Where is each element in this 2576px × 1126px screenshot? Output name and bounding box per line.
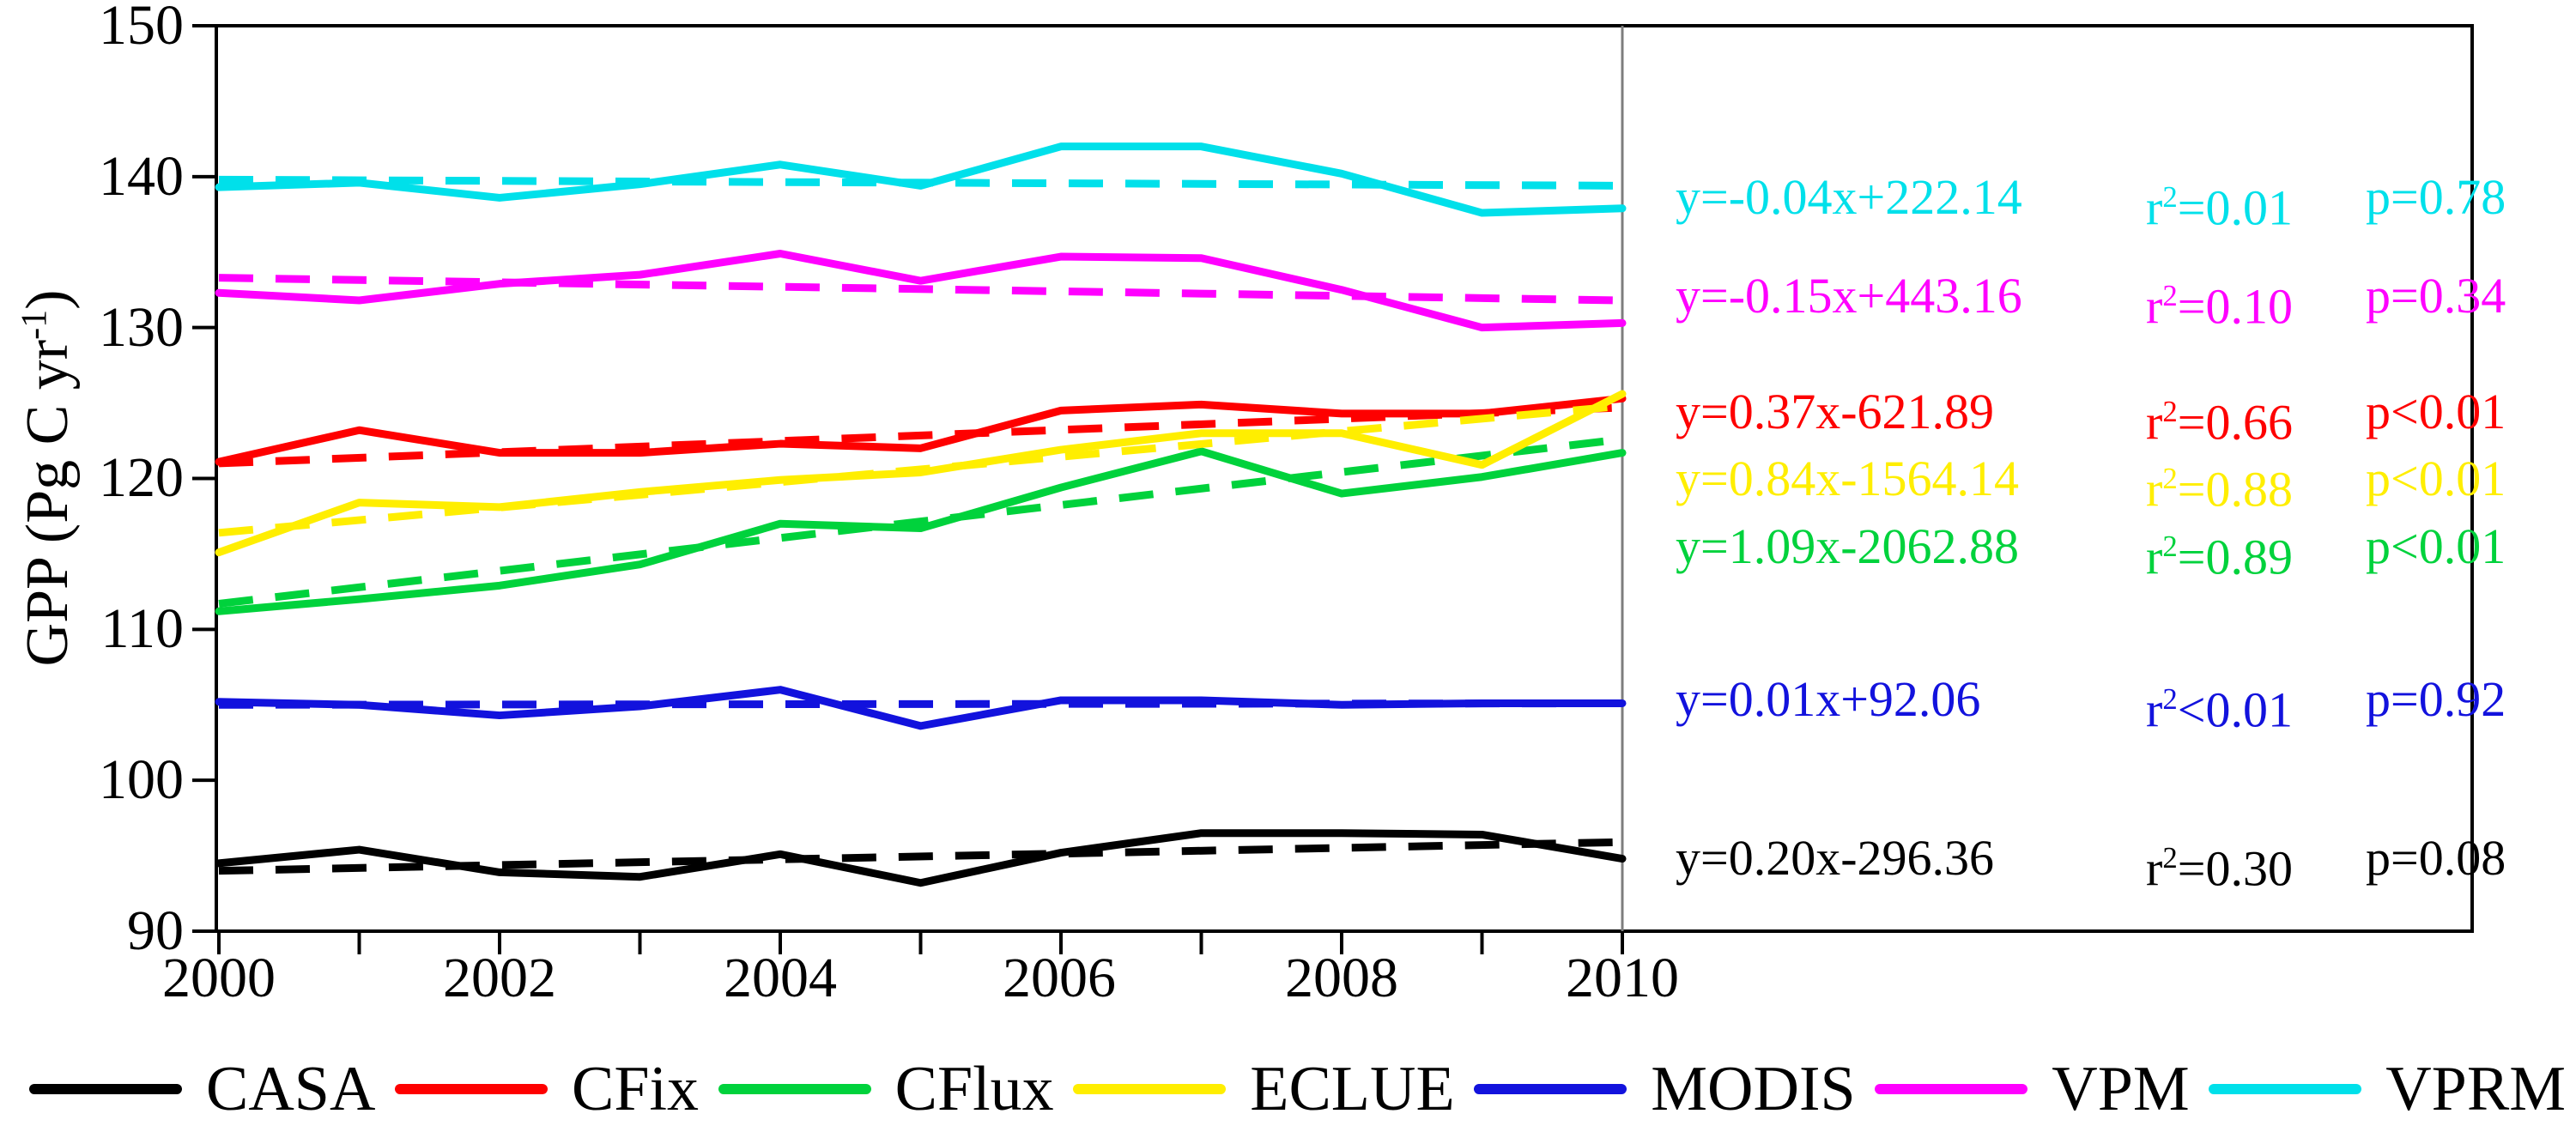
legend-swatch-vprm [2209, 1084, 2362, 1094]
y-tick-label-90: 90 [127, 899, 184, 962]
legend-item-cfix: CFix [394, 1054, 700, 1124]
legend-label-casa: CASA [206, 1054, 376, 1124]
regression-row-eclue: y=0.84x-1564.14 r2=0.88 p<0.01 [1676, 448, 2506, 520]
legend-swatch-casa [29, 1084, 182, 1094]
legend-label-modis: MODIS [1651, 1054, 1856, 1124]
legend-label-cflux: CFlux [894, 1054, 1054, 1124]
legend-swatch-modis [1474, 1084, 1627, 1094]
regression-row-cflux: y=1.09x-2062.88 r2=0.89 p<0.01 [1676, 516, 2506, 588]
legend-item-vprm: VPRM [2209, 1054, 2566, 1124]
y-tick-label-130: 130 [99, 296, 184, 359]
regression-r2: r2=0.10 [2146, 278, 2293, 335]
regression-p: p<0.01 [2366, 451, 2506, 506]
legend-swatch-cfix [394, 1084, 548, 1094]
regression-r2: r2=0.01 [2146, 179, 2293, 236]
chart-legend: CASA CFix CFlux ECLUE MODIS VPM VPRM [0, 1052, 2576, 1126]
legend-item-casa: CASA [29, 1054, 375, 1124]
regression-equation: y=0.84x-1564.14 [1676, 451, 2020, 506]
regression-equation: y=-0.04x+222.14 [1676, 169, 2022, 225]
legend-item-modis: MODIS [1474, 1054, 1856, 1124]
legend-swatch-vpm [1875, 1084, 2028, 1094]
regression-p: p=0.34 [2366, 268, 2506, 324]
regression-r2: r2=0.66 [2146, 394, 2293, 451]
legend-swatch-eclue [1073, 1084, 1227, 1094]
regression-p: p<0.01 [2366, 518, 2506, 574]
regression-p: p=0.08 [2366, 830, 2506, 886]
y-tick-label-110: 110 [100, 597, 184, 660]
y-tick-label-100: 100 [99, 748, 184, 811]
legend-item-eclue: ECLUE [1073, 1054, 1455, 1124]
y-tick-label-150: 150 [99, 0, 184, 57]
regression-r2: r2=0.89 [2146, 529, 2293, 585]
x-tick-label-2002: 2002 [443, 947, 556, 1009]
legend-label-cfix: CFix [571, 1054, 700, 1124]
regression-row-vpm: y=-0.15x+443.16 r2=0.10 p=0.34 [1676, 265, 2506, 337]
regression-row-modis: y=0.01x+92.06 r2<0.01 p=0.92 [1676, 669, 2506, 741]
regression-r2: r2=0.88 [2146, 461, 2293, 518]
regression-equation: y=-0.15x+443.16 [1676, 268, 2022, 324]
regression-p: p=0.78 [2366, 169, 2506, 225]
legend-label-vpm: VPM [2052, 1054, 2190, 1124]
regression-row-cfix: y=0.37x-621.89 r2=0.66 p<0.01 [1676, 381, 2506, 453]
legend-item-vpm: VPM [1875, 1054, 2190, 1124]
y-tick-label-120: 120 [99, 446, 184, 509]
regression-row-casa: y=0.20x-296.36 r2=0.30 p=0.08 [1676, 827, 2506, 899]
regression-row-vprm: y=-0.04x+222.14 r2=0.01 p=0.78 [1676, 166, 2506, 239]
legend-swatch-cflux [718, 1084, 871, 1094]
x-tick-label-2006: 2006 [1003, 947, 1116, 1009]
x-tick-label-2010: 2010 [1566, 947, 1679, 1009]
regression-equation: y=0.37x-621.89 [1676, 384, 1995, 439]
regression-equation: y=0.01x+92.06 [1676, 671, 1981, 727]
legend-label-vprm: VPRM [2385, 1054, 2566, 1124]
regression-p: p<0.01 [2366, 384, 2506, 439]
x-tick-label-2004: 2004 [724, 947, 837, 1009]
x-tick-label-2000: 2000 [162, 947, 276, 1009]
x-tick-label-2008: 2008 [1285, 947, 1398, 1009]
y-tick-label-140: 140 [99, 145, 184, 208]
legend-label-eclue: ECLUE [1250, 1054, 1455, 1124]
regression-equation: y=1.09x-2062.88 [1676, 518, 2020, 574]
regression-equation: y=0.20x-296.36 [1676, 830, 1995, 886]
regression-r2: r2=0.30 [2146, 840, 2293, 897]
legend-item-cflux: CFlux [718, 1054, 1054, 1124]
regression-r2: r2<0.01 [2146, 681, 2293, 738]
regression-p: p=0.92 [2366, 671, 2506, 727]
